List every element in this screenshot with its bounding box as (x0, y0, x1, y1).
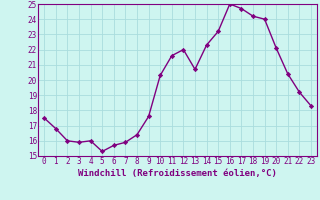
X-axis label: Windchill (Refroidissement éolien,°C): Windchill (Refroidissement éolien,°C) (78, 169, 277, 178)
